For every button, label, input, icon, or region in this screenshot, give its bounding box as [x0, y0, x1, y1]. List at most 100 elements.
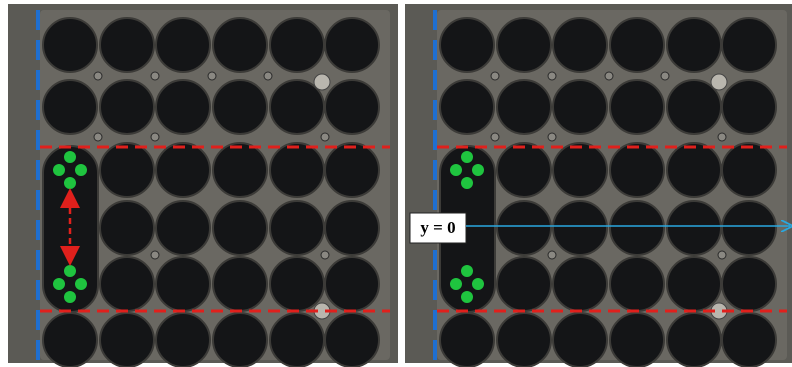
- hole: [213, 313, 267, 367]
- nut: [711, 74, 727, 90]
- bolt: [548, 251, 556, 259]
- hole: [610, 201, 664, 255]
- bolt: [548, 133, 556, 141]
- hole: [325, 313, 379, 367]
- bolt: [491, 133, 499, 141]
- page: y = 0 (() => { const data = JSON.parse(d…: [0, 0, 792, 367]
- hole: [440, 313, 494, 367]
- bolt: [94, 133, 102, 141]
- hole: [213, 143, 267, 197]
- green-dot: [75, 278, 87, 290]
- hole: [213, 18, 267, 72]
- y-zero-label: y = 0: [420, 218, 455, 237]
- hole: [722, 18, 776, 72]
- hole: [497, 80, 551, 134]
- hole: [100, 143, 154, 197]
- hole: [43, 80, 97, 134]
- green-dot: [64, 291, 76, 303]
- hole: [156, 143, 210, 197]
- hole: [722, 80, 776, 134]
- hole: [325, 18, 379, 72]
- bolt: [208, 72, 216, 80]
- green-dot: [461, 265, 473, 277]
- hole: [270, 143, 324, 197]
- panels: [8, 4, 792, 367]
- hole: [610, 257, 664, 311]
- hole: [610, 18, 664, 72]
- hole: [497, 313, 551, 367]
- hole: [553, 257, 607, 311]
- hole: [213, 257, 267, 311]
- nut: [314, 74, 330, 90]
- hole: [667, 313, 721, 367]
- hole: [610, 80, 664, 134]
- hole: [213, 201, 267, 255]
- hole: [156, 18, 210, 72]
- hole: [667, 257, 721, 311]
- green-dot: [64, 151, 76, 163]
- hole: [553, 18, 607, 72]
- bolt: [321, 251, 329, 259]
- bolt: [661, 72, 669, 80]
- bolt: [718, 251, 726, 259]
- hole: [440, 18, 494, 72]
- green-dot: [53, 164, 65, 176]
- hole: [722, 313, 776, 367]
- hole: [553, 143, 607, 197]
- hole: [43, 18, 97, 72]
- hole: [722, 257, 776, 311]
- hole: [100, 257, 154, 311]
- hole: [325, 257, 379, 311]
- bolt: [264, 72, 272, 80]
- hole: [100, 18, 154, 72]
- hole: [497, 257, 551, 311]
- bolt: [151, 251, 159, 259]
- green-dot: [472, 164, 484, 176]
- hole: [553, 313, 607, 367]
- hole: [100, 80, 154, 134]
- hole: [553, 201, 607, 255]
- hole: [497, 201, 551, 255]
- green-dot: [461, 177, 473, 189]
- hole: [43, 313, 97, 367]
- hole: [100, 201, 154, 255]
- hole: [497, 18, 551, 72]
- hole: [325, 80, 379, 134]
- bolt: [94, 72, 102, 80]
- hole: [667, 201, 721, 255]
- hole: [325, 201, 379, 255]
- hole: [610, 313, 664, 367]
- green-dot: [64, 265, 76, 277]
- green-dot: [450, 164, 462, 176]
- green-dot: [461, 151, 473, 163]
- hole: [100, 313, 154, 367]
- bolt: [321, 133, 329, 141]
- green-dot: [53, 278, 65, 290]
- green-dot: [75, 164, 87, 176]
- hole: [667, 143, 721, 197]
- hole: [667, 80, 721, 134]
- green-dot: [461, 291, 473, 303]
- green-dot: [450, 278, 462, 290]
- hole: [722, 143, 776, 197]
- hole: [440, 80, 494, 134]
- bolt: [548, 72, 556, 80]
- bolt: [491, 72, 499, 80]
- hole: [722, 201, 776, 255]
- hole: [553, 80, 607, 134]
- hole: [270, 18, 324, 72]
- bolt: [605, 72, 613, 80]
- hole: [325, 143, 379, 197]
- bolt: [151, 72, 159, 80]
- bolt: [718, 133, 726, 141]
- figure: y = 0: [0, 0, 792, 367]
- hole: [213, 80, 267, 134]
- hole: [667, 18, 721, 72]
- hole: [156, 313, 210, 367]
- hole: [156, 201, 210, 255]
- green-dot: [472, 278, 484, 290]
- bolt: [151, 133, 159, 141]
- hole: [270, 80, 324, 134]
- hole: [270, 257, 324, 311]
- hole: [610, 143, 664, 197]
